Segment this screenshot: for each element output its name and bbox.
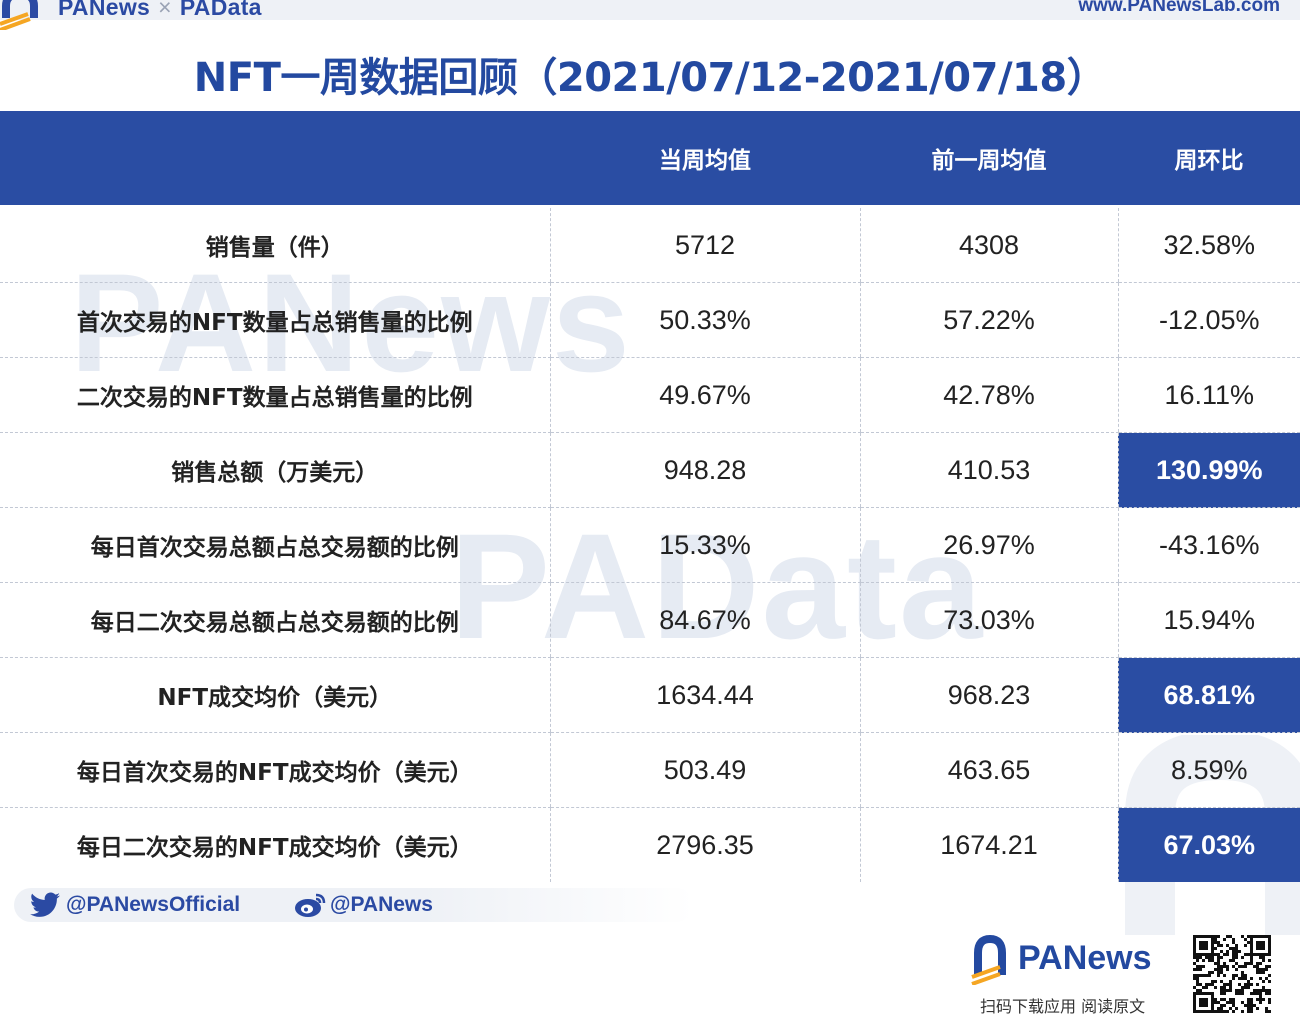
current-week-value: 503.49 [549,732,860,808]
header-current-week: 当周均值 [550,111,860,208]
panews-logo-icon [971,935,1006,985]
table-row: 每日首次交易总额占总交易额的比例 15.33% 26.97% -43.16% [0,507,1300,583]
week-change-value: 68.81% [1117,657,1300,733]
header-metric [0,111,550,208]
previous-week-value: 26.97% [859,507,1118,583]
table-row: 每日二次交易的NFT成交均价（美元） 2796.35 1674.21 67.03% [0,807,1300,882]
brand-panews: PANews [58,0,151,20]
twitter-handle-text: @PANewsOfficial [66,893,241,916]
table-row: 首次交易的NFT数量占总销售量的比例 50.33% 57.22% -12.05% [0,282,1300,358]
brand-padata: PAData [179,0,262,20]
current-week-value: 49.67% [549,357,860,433]
brand-separator: × [158,0,172,20]
current-week-value: 2796.35 [549,807,860,882]
week-change-value: 8.59% [1117,732,1300,808]
week-change-value: 16.11% [1117,357,1300,433]
week-change-value: -12.05% [1117,282,1300,358]
table-row: 二次交易的NFT数量占总销售量的比例 49.67% 42.78% 16.11% [0,357,1300,433]
metric-label: 每日首次交易总额占总交易额的比例 [0,507,550,583]
week-change-value: -43.16% [1117,507,1300,583]
weibo-handle[interactable]: @PANews [294,888,433,922]
table-row: 每日二次交易总额占总交易额的比例 84.67% 73.03% 15.94% [0,582,1300,658]
metric-label: 每日首次交易的NFT成交均价（美元） [0,732,550,808]
table-header-row: 当周均值 前一周均值 周环比 [0,111,1300,208]
social-bar: @PANewsOfficial @PANews [14,888,694,922]
metric-label: NFT成交均价（美元） [0,657,550,733]
current-week-value: 15.33% [549,507,860,583]
current-week-value: 948.28 [549,432,860,508]
header-brand: PANews × PAData [58,0,262,20]
metric-label: 二次交易的NFT数量占总销售量的比例 [0,357,550,433]
week-change-value: 15.94% [1117,582,1300,658]
table-row: 每日首次交易的NFT成交均价（美元） 503.49 463.65 8.59% [0,732,1300,808]
current-week-value: 1634.44 [549,657,860,733]
top-banner [0,0,1300,20]
footer-logo-text: PANews [1018,939,1152,977]
site-url[interactable]: www.PANewsLab.com [1078,0,1280,16]
previous-week-value: 57.22% [859,282,1118,358]
previous-week-value: 42.78% [859,357,1118,433]
previous-week-value: 1674.21 [859,807,1118,882]
metric-label: 首次交易的NFT数量占总销售量的比例 [0,282,550,358]
nft-weekly-table: 当周均值 前一周均值 周环比 销售量（件） 5712 4308 32.58% 首次交易的… [0,111,1300,882]
table-row: 销售总额（万美元） 948.28 410.53 130.99% [0,432,1300,508]
previous-week-value: 410.53 [859,432,1118,508]
twitter-handle[interactable]: @PANewsOfficial [30,888,240,922]
footer-caption: 扫码下载应用 阅读原文 [980,997,1146,1016]
previous-week-value: 968.23 [859,657,1118,733]
current-week-value: 5712 [549,206,860,283]
table-row: NFT成交均价（美元） 1634.44 968.23 68.81% [0,657,1300,733]
current-week-value: 84.67% [549,582,860,658]
footer-logo: PANews [970,935,1175,985]
page-title: NFT一周数据回顾（2021/07/12-2021/07/18） [193,55,1107,101]
twitter-icon [30,892,60,917]
week-change-value: 130.99% [1117,432,1300,508]
previous-week-value: 4308 [859,206,1118,283]
metric-label: 每日二次交易总额占总交易额的比例 [0,582,550,658]
metric-label: 每日二次交易的NFT成交均价（美元） [76,835,473,861]
metric-label: 销售量（件） [0,206,550,283]
qr-code-icon[interactable] [1180,935,1284,1013]
current-week-value: 50.33% [549,282,860,358]
header-week-change: 周环比 [1118,111,1300,208]
table-row: 销售量（件） 5712 4308 32.58% [0,206,1300,283]
week-change-value: 67.03% [1117,807,1300,882]
previous-week-value: 463.65 [859,732,1118,808]
header-previous-week: 前一周均值 [860,111,1118,208]
week-change-value: 32.58% [1117,206,1300,283]
panews-logo-icon [0,0,38,30]
weibo-handle-text: @PANews [330,893,433,916]
weibo-icon [295,893,326,917]
previous-week-value: 73.03% [859,582,1118,658]
metric-label: 销售总额（万美元） [0,432,550,508]
